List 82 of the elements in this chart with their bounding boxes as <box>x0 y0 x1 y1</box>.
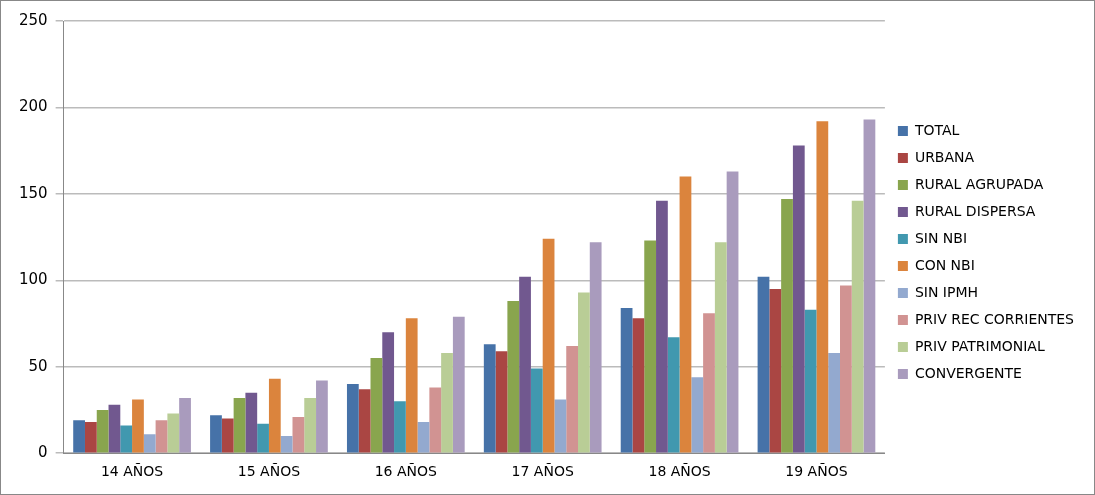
bar <box>578 292 590 453</box>
bar <box>840 285 852 453</box>
y-tick-label: 200 <box>18 97 48 116</box>
x-tick-label: 19 AÑOS <box>785 463 848 480</box>
bar <box>769 288 782 453</box>
bar <box>257 423 269 453</box>
bar <box>495 351 508 453</box>
bar <box>726 171 739 453</box>
bar <box>828 352 840 453</box>
bar <box>554 399 567 453</box>
bar <box>245 392 258 453</box>
bar <box>519 276 531 453</box>
x-tick-label: 17 AÑOS <box>511 463 574 480</box>
x-tick-label: 16 AÑOS <box>374 463 438 480</box>
y-tick-label: 0 <box>38 443 48 462</box>
bar <box>382 332 395 453</box>
bar <box>96 409 109 453</box>
y-tick-label: 100 <box>18 270 48 289</box>
legend-label: RURAL DISPERSA <box>914 202 1036 219</box>
bar <box>304 397 317 453</box>
bar <box>167 413 180 453</box>
bar <box>155 420 168 453</box>
bar <box>542 238 555 453</box>
legend-label: TOTAL <box>913 121 960 138</box>
bar <box>73 420 85 453</box>
bar <box>429 387 442 453</box>
bar <box>644 240 657 453</box>
x-tick-label: 15 AÑOS <box>237 463 301 480</box>
bar <box>863 119 876 453</box>
bar <box>441 352 453 453</box>
bar <box>316 380 328 453</box>
bar <box>233 397 246 453</box>
x-tick-label: 14 AÑOS <box>100 463 164 480</box>
bar <box>143 434 156 453</box>
bar <box>483 344 496 453</box>
bar <box>179 397 191 453</box>
bar <box>656 200 668 453</box>
bar <box>667 337 680 453</box>
bar <box>120 425 133 453</box>
bar <box>530 368 543 453</box>
legend-label: PRIV REC CORRIENTES <box>914 310 1075 327</box>
bar <box>703 313 715 453</box>
bar <box>221 418 234 453</box>
legend-label: CON NBI <box>914 256 975 273</box>
bar <box>679 176 692 453</box>
bar <box>394 401 406 453</box>
bar <box>507 301 520 453</box>
bar <box>632 318 645 453</box>
bar <box>280 435 293 453</box>
bar <box>851 200 864 453</box>
bar <box>816 121 829 453</box>
bar <box>292 416 305 453</box>
bar <box>84 422 97 453</box>
bar <box>268 378 281 453</box>
legend-label: URBANA <box>914 148 975 165</box>
bar <box>781 199 793 453</box>
bar <box>346 384 359 453</box>
bar <box>370 358 383 453</box>
bar <box>132 399 144 453</box>
bar <box>417 422 430 453</box>
x-tick-label: 18 AÑOS <box>648 463 711 480</box>
bar <box>405 318 418 453</box>
bar <box>210 415 222 453</box>
bar <box>804 309 817 453</box>
bar <box>589 242 602 453</box>
legend-label: CONVERGENTE <box>914 364 1022 381</box>
y-tick-label: 50 <box>28 356 48 375</box>
legend-label: SIN IPMH <box>914 283 979 300</box>
bar <box>714 242 727 453</box>
bar <box>620 307 633 453</box>
bar <box>452 316 465 453</box>
bar <box>691 377 704 453</box>
bar <box>792 145 805 453</box>
bar <box>757 276 770 453</box>
legend-label: PRIV PATRIMONIAL <box>914 337 1045 354</box>
bar <box>108 404 121 453</box>
bar <box>358 389 371 453</box>
legend-label: RURAL AGRUPADA <box>914 175 1044 192</box>
bar <box>566 346 579 453</box>
y-tick-label: 250 <box>18 10 48 29</box>
legend-label: SIN NBI <box>914 229 968 246</box>
y-tick-label: 150 <box>18 183 48 202</box>
